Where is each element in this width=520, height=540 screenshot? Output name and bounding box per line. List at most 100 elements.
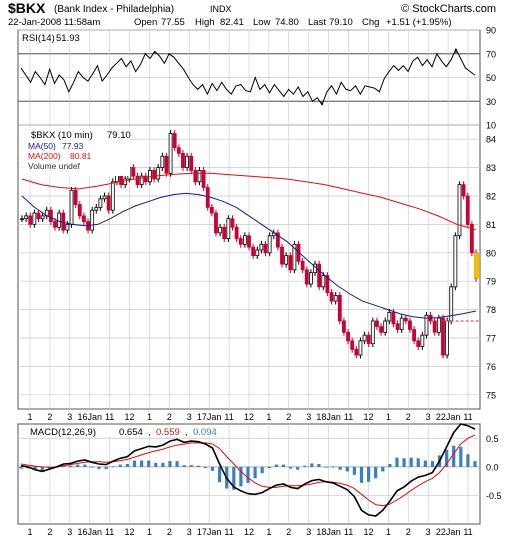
price-candle — [432, 320, 437, 333]
price-candle — [370, 320, 375, 345]
quote-open: 77.55 — [161, 17, 185, 28]
macd-histogram-bar — [239, 466, 243, 487]
price-series-value: 79.10 — [107, 130, 131, 141]
macd-histogram-bar — [281, 464, 286, 467]
macd-x-tick-label: 1 — [266, 527, 271, 537]
macd-histogram-bar — [203, 466, 208, 468]
macd-x-tick-label: 1 — [27, 527, 32, 537]
macd-histogram-bar — [161, 462, 165, 467]
price-candle — [424, 314, 429, 336]
price-candle — [251, 246, 256, 257]
macd-label: MACD(12,26,9) — [30, 427, 96, 438]
macd-histogram-bar — [395, 457, 399, 467]
price-candle — [139, 175, 144, 186]
price-candle — [375, 320, 379, 328]
macd-x-tick-label: 3 — [306, 527, 311, 537]
price-x-tick-label: 2 — [286, 412, 291, 422]
rsi-value: 51.93 — [56, 33, 80, 44]
price-tick-label: 81 — [486, 220, 496, 230]
macd-histogram-bar — [69, 465, 73, 467]
price-candle — [123, 178, 128, 186]
price-x-tick-label: 11 — [344, 412, 353, 422]
price-tick-label: 84 — [486, 135, 496, 145]
macd-separator-1: , — [148, 427, 151, 438]
watermark: © StockCharts.com — [401, 3, 496, 15]
macd-histogram-bar — [118, 464, 122, 467]
macd-x-tick-label: 22Jan — [436, 527, 461, 537]
price-x-tick-label: 3 — [67, 412, 72, 422]
price-candle — [40, 215, 45, 220]
price-x-tick-label: 3 — [187, 412, 192, 422]
macd-histogram-bar — [402, 458, 406, 467]
price-candle — [234, 226, 239, 240]
price-candle — [172, 133, 177, 149]
macd-histogram-bar — [104, 466, 108, 470]
price-candle — [82, 215, 86, 222]
price-candle — [465, 195, 470, 225]
price-candle — [143, 175, 148, 183]
price-candle — [214, 212, 218, 234]
macd-histogram-bar — [445, 449, 449, 467]
macd-histogram-bar — [317, 464, 321, 467]
chart-name: (Bank Index - Philadelphia) — [54, 4, 174, 15]
macd-histogram-bar — [345, 466, 349, 472]
macd-histogram-bar — [452, 445, 456, 467]
price-candle — [445, 320, 450, 356]
price-candle — [57, 212, 62, 228]
rsi-line — [20, 47, 476, 106]
macd-histogram-bar — [111, 466, 115, 468]
price-candle — [160, 155, 165, 169]
macd-histogram-bar — [416, 458, 420, 467]
macd-histogram-bar — [274, 464, 278, 467]
price-candle — [379, 326, 383, 333]
macd-histogram-bar — [359, 466, 364, 483]
price-candle — [288, 255, 293, 271]
price-candle — [441, 317, 445, 356]
macd-histogram-bar — [168, 461, 172, 467]
price-candle — [366, 334, 371, 345]
price-candle — [391, 312, 396, 325]
last-price-marker — [474, 252, 479, 279]
rsi-legend-bg — [20, 32, 82, 43]
macd-histogram-bar — [267, 466, 271, 468]
price-candle — [110, 181, 115, 211]
macd-tick-label: 0.5 — [486, 434, 499, 444]
rsi-tick-label: 10 — [486, 121, 496, 131]
price-candle — [309, 272, 313, 285]
price-candle — [267, 235, 272, 254]
quote-open-label: Open — [134, 17, 157, 28]
price-tick-label: 83 — [486, 163, 496, 173]
price-candle — [412, 329, 416, 342]
macd-histogram-bar — [154, 462, 158, 467]
macd-histogram-bar — [324, 466, 328, 468]
ma50-legend-label: MA(50) — [28, 141, 56, 151]
macd-histogram-bar — [196, 465, 200, 467]
quote-high-label: High — [195, 17, 215, 28]
macd-histogram-bar — [139, 460, 144, 467]
macd-x-tick-label: 2 — [406, 527, 411, 537]
price-x-tick-label: 17Jan — [197, 412, 222, 422]
macd-x-tick-label: 2 — [167, 527, 172, 537]
price-candle — [461, 184, 466, 197]
quote-chg-label: Chg — [362, 17, 379, 28]
macd-histogram-bar — [352, 466, 357, 475]
price-candle — [209, 206, 214, 214]
price-candle — [185, 155, 189, 169]
macd-histogram-bar — [40, 466, 44, 472]
quote-last: 79.10 — [329, 17, 353, 28]
price-candle — [152, 170, 156, 180]
macd-histogram-bar — [473, 461, 477, 467]
price-candle — [469, 223, 474, 254]
price-candle — [280, 246, 284, 265]
macd-histogram-bar — [374, 466, 378, 479]
price-candle — [333, 294, 338, 302]
macd-x-tick-label: 18Jan — [316, 527, 341, 537]
price-x-tick-label: 16Jan — [77, 412, 102, 422]
macd-histogram-bar — [132, 460, 137, 467]
macd-histogram-bar — [19, 466, 23, 469]
quote-low-label: Low — [253, 17, 271, 28]
price-candle — [403, 317, 408, 322]
price-candle — [321, 275, 326, 288]
rsi-series — [20, 47, 476, 106]
macd-histogram-bar — [90, 466, 94, 468]
